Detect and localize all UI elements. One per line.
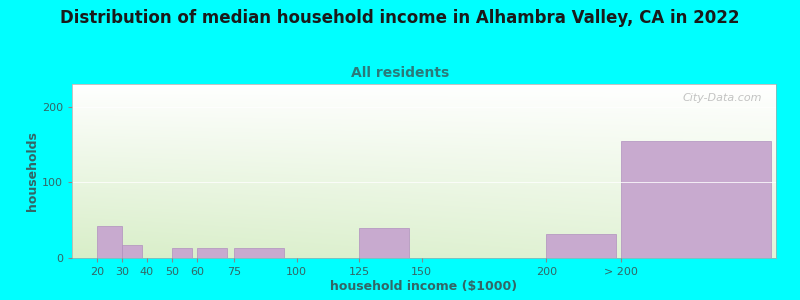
Text: City-Data.com: City-Data.com (682, 93, 762, 103)
Text: All residents: All residents (351, 66, 449, 80)
Text: Distribution of median household income in Alhambra Valley, CA in 2022: Distribution of median household income … (60, 9, 740, 27)
Bar (97, 226, 122, 258)
Bar (622, 141, 771, 258)
Bar (234, 248, 284, 258)
Bar (122, 245, 142, 258)
Bar (546, 234, 616, 258)
Bar (172, 248, 192, 258)
Bar (359, 228, 409, 258)
Y-axis label: households: households (26, 131, 39, 211)
X-axis label: household income ($1000): household income ($1000) (330, 280, 518, 293)
Bar (197, 248, 226, 258)
